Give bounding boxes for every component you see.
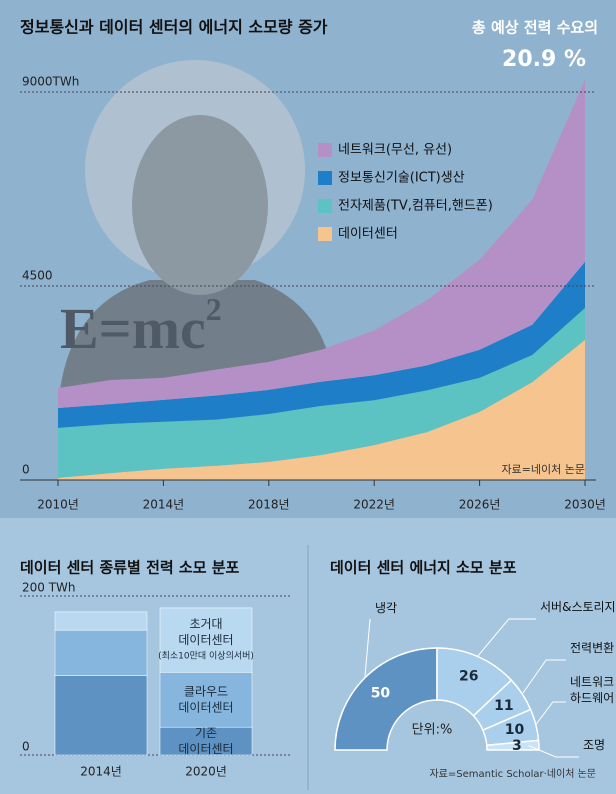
bar-segment: [54, 675, 148, 756]
legend-label: 정보통신기술(ICT)생산: [338, 171, 465, 186]
segment-label-line: 데이터센터: [178, 742, 233, 756]
bar-segment: [54, 611, 148, 631]
segment-label-line: 데이터센터: [178, 700, 233, 714]
bar-segment: [54, 629, 148, 676]
formula-base: E=mc: [60, 296, 206, 361]
chart-title: 정보통신과 데이터 센터의 에너지 소모량 증가: [20, 18, 328, 37]
bar-segment: [159, 607, 253, 673]
legend-swatch: [318, 143, 332, 157]
leader-line: [535, 701, 566, 725]
chart-title: 데이터 센터 에너지 소모 분포: [330, 559, 517, 577]
x-tick-label: 2014년: [80, 765, 122, 779]
category-label-line: 네트워크: [570, 675, 614, 689]
y-tick-label: 4500: [22, 269, 53, 283]
pie-slice: [485, 739, 540, 751]
legend-label: 네트워크(무선, 유선): [338, 143, 452, 158]
x-tick-label: 2030년: [564, 498, 606, 512]
leader-line: [521, 659, 566, 695]
legend-label: 전자제품(TV,컴퓨터,핸드폰): [338, 198, 493, 214]
x-tick-label: 2026년: [459, 498, 501, 512]
value-label: 10: [505, 722, 525, 738]
formula-exponent: 2: [206, 291, 222, 327]
x-tick-label: 2018년: [248, 498, 290, 512]
x-tick-label: 2022년: [353, 498, 395, 512]
area: [58, 307, 585, 478]
portrait-face: [132, 115, 268, 295]
bar-segment: [159, 726, 253, 756]
category-label: 냉각: [375, 601, 397, 615]
leader-line: [477, 618, 536, 657]
pie-slice: [334, 647, 438, 751]
y-tick-label: 9000TWh: [22, 75, 79, 89]
legend-swatch: [318, 199, 332, 213]
category-label-line: 전력변환: [570, 641, 614, 655]
source: 자료=네이처 논문: [501, 463, 585, 476]
category-label-line: 냉각: [375, 601, 397, 615]
x-tick-label: 2010년: [37, 498, 79, 512]
y-tick-label: 0: [22, 463, 30, 477]
segment-note: (최소10만대 이상의서버): [158, 651, 254, 662]
segment-label-line: 클라우드: [184, 684, 228, 698]
category-label: 서버&스토리지: [540, 600, 616, 614]
leader-line: [528, 745, 579, 758]
leader-line: [364, 619, 371, 678]
legend-label: 데이터센터: [338, 227, 398, 242]
y-tick-label: 0: [22, 740, 30, 754]
segment-label-line: 초거대: [189, 617, 222, 631]
category-label-line: 조명: [583, 738, 605, 752]
x-tick-label: 2014년: [143, 498, 185, 512]
value-label: 50: [371, 685, 391, 701]
formula: E=mc2: [60, 291, 222, 361]
y-tick-label: 200 TWh: [22, 581, 76, 595]
headline-value: 20.9 %: [502, 47, 586, 72]
area: [58, 261, 585, 428]
category-label-line: 서버&스토리지: [540, 600, 616, 614]
legend-swatch: [318, 227, 332, 241]
area: [58, 79, 585, 409]
category-label: 전력변환: [570, 641, 614, 655]
headline-text: 총 예상 전력 수요의: [472, 19, 598, 37]
value-label: 3: [512, 738, 522, 754]
area: [58, 339, 585, 480]
x-tick-label: 2020년: [185, 765, 227, 779]
source: 자료=Semantic Scholar·네이처 논문: [429, 768, 596, 780]
segment-label-line: 기존: [195, 726, 217, 740]
bar-segment: [159, 672, 253, 728]
category-label-line: 하드웨어: [570, 691, 614, 705]
segment-label-line: 데이터센터: [178, 633, 233, 647]
value-label: 26: [459, 669, 478, 685]
category-label: 조명: [583, 738, 605, 752]
chart-title: 데이터 센터 종류별 전력 소모 분포: [20, 559, 240, 577]
center-label: 단위:%: [412, 723, 453, 738]
value-label: 11: [494, 698, 513, 714]
legend-swatch: [318, 171, 332, 185]
plot: [58, 79, 585, 480]
